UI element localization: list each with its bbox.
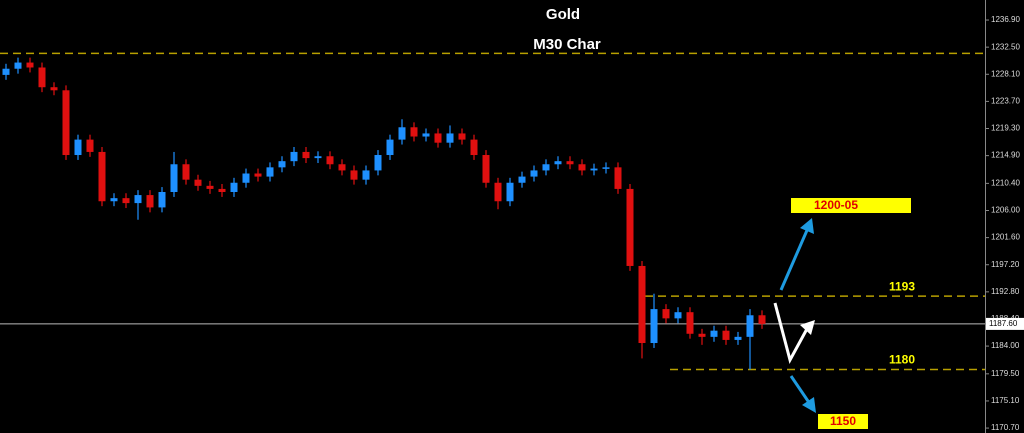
candle-body	[242, 173, 250, 183]
candle-body	[638, 265, 646, 344]
candle-body	[530, 170, 538, 177]
candle-body	[506, 182, 514, 202]
candle-body	[494, 182, 502, 202]
candle-body	[182, 164, 190, 180]
candle-body	[722, 330, 730, 340]
candle-body	[14, 62, 22, 69]
arrow	[773, 302, 810, 365]
candle-body	[602, 167, 610, 169]
candle-body	[98, 151, 106, 202]
y-tick-label: 1223.70	[991, 97, 1020, 106]
y-tick-label: 1210.40	[991, 178, 1020, 187]
candle-body	[266, 167, 274, 177]
candle-body	[758, 315, 766, 324]
candle-body	[566, 161, 574, 165]
candle-body	[554, 161, 562, 165]
candle-body	[422, 133, 430, 137]
candle-body	[2, 68, 10, 75]
candle-body	[374, 155, 382, 171]
candle-body	[146, 195, 154, 208]
candle-body	[254, 173, 262, 177]
candle-body	[62, 90, 70, 156]
candle-body	[110, 198, 118, 202]
candle-body	[698, 333, 706, 337]
candle-body	[458, 133, 466, 140]
candle-body	[746, 315, 754, 337]
level-label: 1193	[889, 279, 915, 293]
target-box	[818, 414, 868, 429]
candle-body	[170, 164, 178, 192]
y-tick-label: 1175.10	[991, 396, 1020, 405]
candle-body	[410, 127, 418, 137]
candle-body	[122, 198, 130, 204]
current-price-label: 1187.60	[989, 319, 1018, 328]
y-tick-label: 1170.70	[991, 423, 1020, 432]
y-tick-label: 1197.20	[991, 260, 1020, 269]
candle-body	[434, 133, 442, 143]
candle-body	[686, 312, 694, 334]
candle-body	[362, 170, 370, 180]
candle-body	[518, 176, 526, 183]
candle-body	[50, 87, 58, 91]
candle-body	[194, 179, 202, 186]
candle-body	[218, 188, 226, 192]
candle-body	[446, 133, 454, 143]
y-tick-label: 1228.10	[991, 69, 1020, 78]
candle-body	[542, 164, 550, 171]
candle-body	[650, 309, 658, 344]
candle-body	[38, 67, 46, 88]
current-price-box	[986, 317, 1024, 330]
candle-body	[626, 188, 634, 266]
candle-body	[710, 330, 718, 337]
level-label: 1180	[889, 353, 915, 367]
candle-body	[134, 195, 142, 204]
y-tick-label: 1232.50	[991, 42, 1020, 51]
candle-body	[674, 312, 682, 319]
arrow	[789, 375, 812, 405]
y-tick-label: 1201.60	[991, 233, 1020, 242]
arrows	[773, 218, 816, 413]
candle-body	[26, 62, 34, 68]
candle-body	[290, 151, 298, 162]
candle-body	[590, 168, 598, 171]
candle-body	[158, 191, 166, 208]
candle-body	[350, 170, 358, 180]
chart-subtitle: M30 Char	[533, 36, 601, 53]
chart-title: Gold	[546, 6, 580, 23]
candle-body	[74, 139, 82, 156]
y-tick-label: 1184.00	[991, 341, 1020, 350]
y-tick-label: 1219.30	[991, 124, 1020, 133]
candle-body	[386, 139, 394, 156]
candle-body	[338, 164, 346, 171]
target-box	[791, 198, 911, 213]
arrow-head	[802, 397, 816, 413]
y-tick-label: 1236.90	[991, 15, 1020, 24]
candle-body	[734, 336, 742, 340]
candle-body	[578, 164, 586, 171]
candle-body	[86, 139, 94, 152]
candle-body	[206, 185, 214, 189]
target-label: 1150	[830, 414, 856, 428]
candle-body	[314, 156, 322, 159]
candle-body	[230, 182, 238, 192]
y-tick-label: 1214.90	[991, 151, 1020, 160]
y-tick-label: 1206.00	[991, 206, 1020, 215]
y-tick-label: 1179.50	[991, 369, 1020, 378]
candle-body	[326, 156, 334, 165]
candle-body	[470, 139, 478, 156]
arrow-head	[800, 320, 815, 335]
candle-body	[278, 161, 286, 168]
candle-body	[614, 167, 622, 189]
arrow	[779, 227, 810, 291]
candle-body	[302, 151, 310, 159]
target-label: 1200-05	[814, 198, 858, 212]
candle-body	[482, 155, 490, 183]
arrow-head	[800, 218, 814, 234]
y-tick-label: 1192.80	[991, 287, 1020, 296]
candle-body	[662, 309, 670, 319]
candle-body	[398, 127, 406, 140]
